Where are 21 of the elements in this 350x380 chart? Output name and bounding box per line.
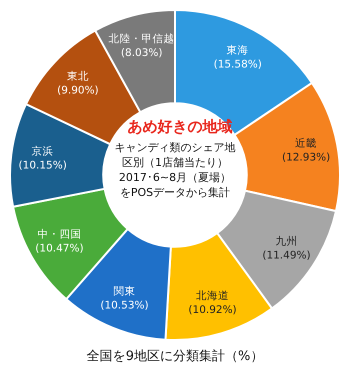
data-label: (10.47%) [35,242,84,255]
slice-label: 東北 [66,70,89,83]
slice-label: 九州 [275,234,298,248]
slice-label: 北陸・甲信越 [108,32,175,45]
slice-label: 北海道 [196,288,230,302]
slice-label: 近畿 [295,136,318,150]
text: キャンディ類のシェア地区別（1店舗当たり）2017･6~8月（夏場）をPOSデータから集計 [114,141,236,199]
data-label: (8.03%) [120,46,162,59]
data-label: (9.90%) [57,84,99,97]
text: あめ好きの地域 [128,118,232,136]
data-label: (10.53%) [100,299,149,312]
data-label: (11.49%) [262,249,311,262]
text: 全国を9地区に分類集計（%） [86,349,264,364]
slice-label: 京浜 [32,144,54,158]
data-label: (12.93%) [282,151,330,164]
slice-label: 東海 [226,43,249,56]
data-label: (15.58%) [214,58,262,70]
slice-label: 関東 [113,284,136,298]
data-label: (10.92%) [188,304,237,316]
data-label: (10.15%) [18,159,67,172]
slice-label: 中・四国 [37,228,82,241]
